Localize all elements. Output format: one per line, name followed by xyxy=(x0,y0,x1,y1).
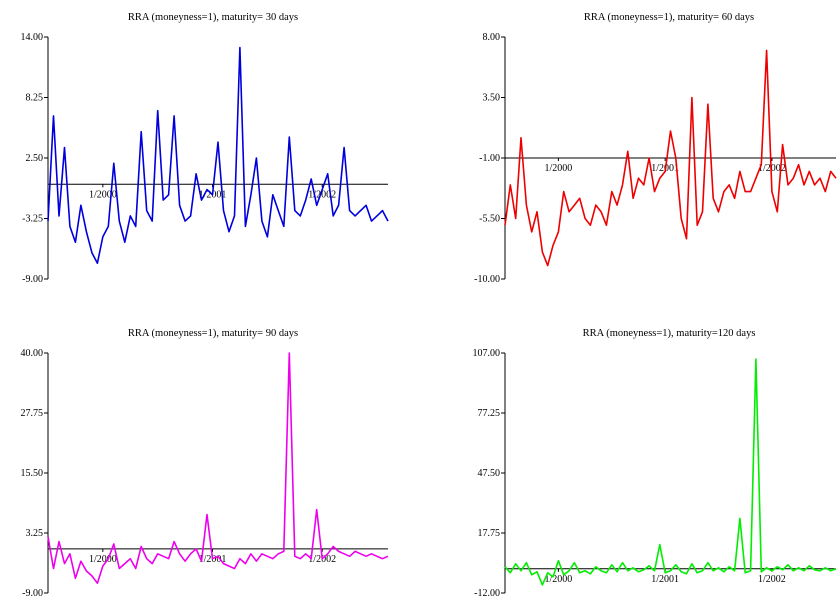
y-tick-label: 15.50 xyxy=(21,468,44,479)
chart-panel-120-days: RRA (moneyness=1), maturity=120 days 107… xyxy=(473,328,837,599)
series-line xyxy=(504,358,837,586)
y-tick-label: -9.00 xyxy=(22,588,43,599)
chart-title: RRA (moneyness=1), maturity=120 days xyxy=(583,328,756,339)
x-tick-label: 1/2000 xyxy=(544,574,572,585)
x-tick-label: 1/2000 xyxy=(89,554,117,565)
chart-title: RRA (moneyness=1), maturity= 30 days xyxy=(128,12,298,23)
chart-panel-90-days: RRA (moneyness=1), maturity= 90 days 40.… xyxy=(21,328,389,599)
y-tick-label: 2.50 xyxy=(26,153,44,164)
series-line xyxy=(504,49,837,267)
x-tick-label: 1/2002 xyxy=(758,574,786,585)
series-line xyxy=(47,352,389,585)
series-line xyxy=(47,46,389,265)
y-tick-label: 3.50 xyxy=(483,93,501,104)
y-tick-label: 14.00 xyxy=(21,32,44,43)
y-tick-label: -10.00 xyxy=(474,274,500,285)
x-tick-label: 1/2002 xyxy=(308,189,336,200)
y-tick-label: 3.25 xyxy=(26,528,44,539)
x-tick-label: 1/2000 xyxy=(89,189,117,200)
chart-title: RRA (moneyness=1), maturity= 90 days xyxy=(128,328,298,339)
y-tick-label: -5.50 xyxy=(479,214,500,225)
y-tick-label: 27.75 xyxy=(21,408,44,419)
x-tick-label: 1/2000 xyxy=(544,163,572,174)
x-tick-label: 1/2001 xyxy=(651,574,679,585)
y-tick-label: -3.25 xyxy=(22,214,43,225)
y-tick-label: -12.00 xyxy=(474,588,500,599)
y-tick-label: -1.00 xyxy=(479,153,500,164)
x-tick-label: 1/2002 xyxy=(758,163,786,174)
chart-panel-60-days: RRA (moneyness=1), maturity= 60 days 8.0… xyxy=(474,12,837,285)
chart-panel-30-days: RRA (moneyness=1), maturity= 30 days 14.… xyxy=(21,12,389,285)
chart-title: RRA (moneyness=1), maturity= 60 days xyxy=(584,12,754,23)
y-tick-label: 40.00 xyxy=(21,348,44,359)
y-tick-label: 8.25 xyxy=(26,93,44,104)
y-tick-label: 47.50 xyxy=(478,468,501,479)
y-tick-label: 77.25 xyxy=(478,408,501,419)
y-tick-label: -9.00 xyxy=(22,274,43,285)
y-tick-label: 8.00 xyxy=(483,32,501,43)
y-tick-label: 107.00 xyxy=(473,348,501,359)
y-tick-label: 17.75 xyxy=(478,528,501,539)
